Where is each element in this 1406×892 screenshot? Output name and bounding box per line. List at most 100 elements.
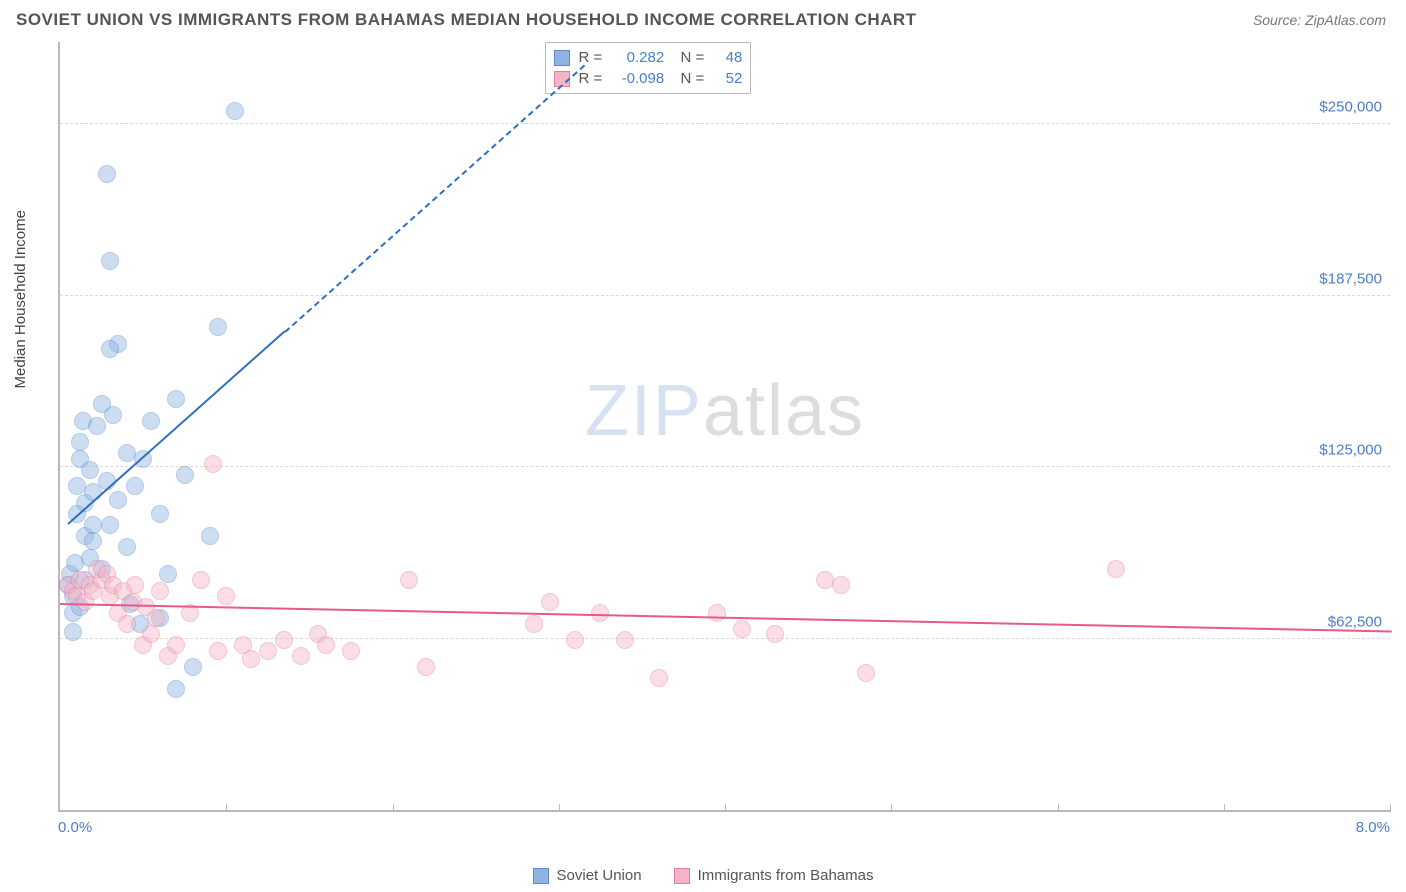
data-point <box>167 680 185 698</box>
data-point <box>151 505 169 523</box>
data-point <box>566 631 584 649</box>
data-point <box>101 516 119 534</box>
data-point <box>84 532 102 550</box>
data-point <box>259 642 277 660</box>
data-point <box>176 466 194 484</box>
stat-n-value: 48 <box>712 49 742 66</box>
stats-row: R = -0.098 N = 52 <box>554 68 742 89</box>
stat-r-label: R = <box>578 49 602 66</box>
data-point <box>126 477 144 495</box>
x-tick <box>1224 804 1225 812</box>
data-point <box>1107 560 1125 578</box>
data-point <box>857 664 875 682</box>
data-point <box>342 642 360 660</box>
x-tick <box>1058 804 1059 812</box>
data-point <box>192 571 210 589</box>
y-tick-label: $250,000 <box>1319 99 1382 116</box>
data-point <box>88 417 106 435</box>
trend-line <box>284 64 585 332</box>
data-point <box>816 571 834 589</box>
data-point <box>832 576 850 594</box>
data-point <box>167 390 185 408</box>
chart-area: Median Household Income ZIPatlas R =0.28… <box>16 42 1390 842</box>
series-swatch <box>554 50 570 66</box>
gridline <box>60 638 1390 639</box>
data-point <box>242 650 260 668</box>
x-tick <box>725 804 726 812</box>
y-tick-label: $62,500 <box>1328 613 1382 630</box>
data-point <box>109 491 127 509</box>
data-point <box>68 477 86 495</box>
data-point <box>275 631 293 649</box>
data-point <box>101 340 119 358</box>
stat-r-value: -0.098 <box>610 70 664 87</box>
y-axis-title: Median Household Income <box>12 210 29 388</box>
gridline <box>60 123 1390 124</box>
y-tick-label: $125,000 <box>1319 442 1382 459</box>
gridline <box>60 466 1390 467</box>
data-point <box>209 318 227 336</box>
y-tick-label: $187,500 <box>1319 270 1382 287</box>
data-point <box>417 658 435 676</box>
data-point <box>147 609 165 627</box>
watermark: ZIPatlas <box>585 370 865 452</box>
x-tick <box>891 804 892 812</box>
stats-box: R = 0.282 N = 48 R = -0.098 N = 52 <box>545 42 751 94</box>
stat-n-value: 52 <box>712 70 742 87</box>
data-point <box>71 433 89 451</box>
x-tick <box>1390 804 1391 812</box>
data-point <box>650 669 668 687</box>
chart-title: SOVIET UNION VS IMMIGRANTS FROM BAHAMAS … <box>16 10 917 30</box>
data-point <box>525 615 543 633</box>
data-point <box>616 631 634 649</box>
data-point <box>159 565 177 583</box>
legend-swatch <box>533 868 549 884</box>
plot-region: ZIPatlas R = 0.282 N = 48 R = -0.098 N = 52 $… <box>58 42 1390 812</box>
data-point <box>98 165 116 183</box>
x-tick <box>226 804 227 812</box>
data-point <box>118 444 136 462</box>
data-point <box>541 593 559 611</box>
x-tick <box>559 804 560 812</box>
data-point <box>226 102 244 120</box>
stat-r-label: R = <box>578 70 602 87</box>
legend-label: Immigrants from Bahamas <box>698 867 874 884</box>
x-axis-min-label: 0.0% <box>58 819 92 836</box>
data-point <box>151 582 169 600</box>
data-point <box>204 455 222 473</box>
legend-swatch <box>674 868 690 884</box>
legend-label: Soviet Union <box>557 867 642 884</box>
data-point <box>708 604 726 622</box>
stat-n-label: N = <box>672 70 704 87</box>
data-point <box>400 571 418 589</box>
chart-source: Source: ZipAtlas.com <box>1253 12 1386 28</box>
data-point <box>766 625 784 643</box>
legend: Soviet Union Immigrants from Bahamas <box>0 867 1406 884</box>
legend-item: Immigrants from Bahamas <box>674 867 874 884</box>
data-point <box>81 461 99 479</box>
data-point <box>184 658 202 676</box>
data-point <box>84 516 102 534</box>
trend-line <box>60 603 1392 632</box>
chart-header: SOVIET UNION VS IMMIGRANTS FROM BAHAMAS … <box>0 0 1406 36</box>
data-point <box>142 625 160 643</box>
legend-item: Soviet Union <box>533 867 642 884</box>
data-point <box>118 615 136 633</box>
gridline <box>60 295 1390 296</box>
data-point <box>201 527 219 545</box>
data-point <box>101 252 119 270</box>
data-point <box>118 538 136 556</box>
data-point <box>317 636 335 654</box>
stat-r-value: 0.282 <box>610 49 664 66</box>
data-point <box>142 412 160 430</box>
data-point <box>292 647 310 665</box>
x-tick <box>393 804 394 812</box>
data-point <box>104 406 122 424</box>
stat-n-label: N = <box>672 49 704 66</box>
data-point <box>591 604 609 622</box>
data-point <box>209 642 227 660</box>
data-point <box>64 623 82 641</box>
x-axis-max-label: 8.0% <box>1356 819 1390 836</box>
data-point <box>733 620 751 638</box>
data-point <box>217 587 235 605</box>
